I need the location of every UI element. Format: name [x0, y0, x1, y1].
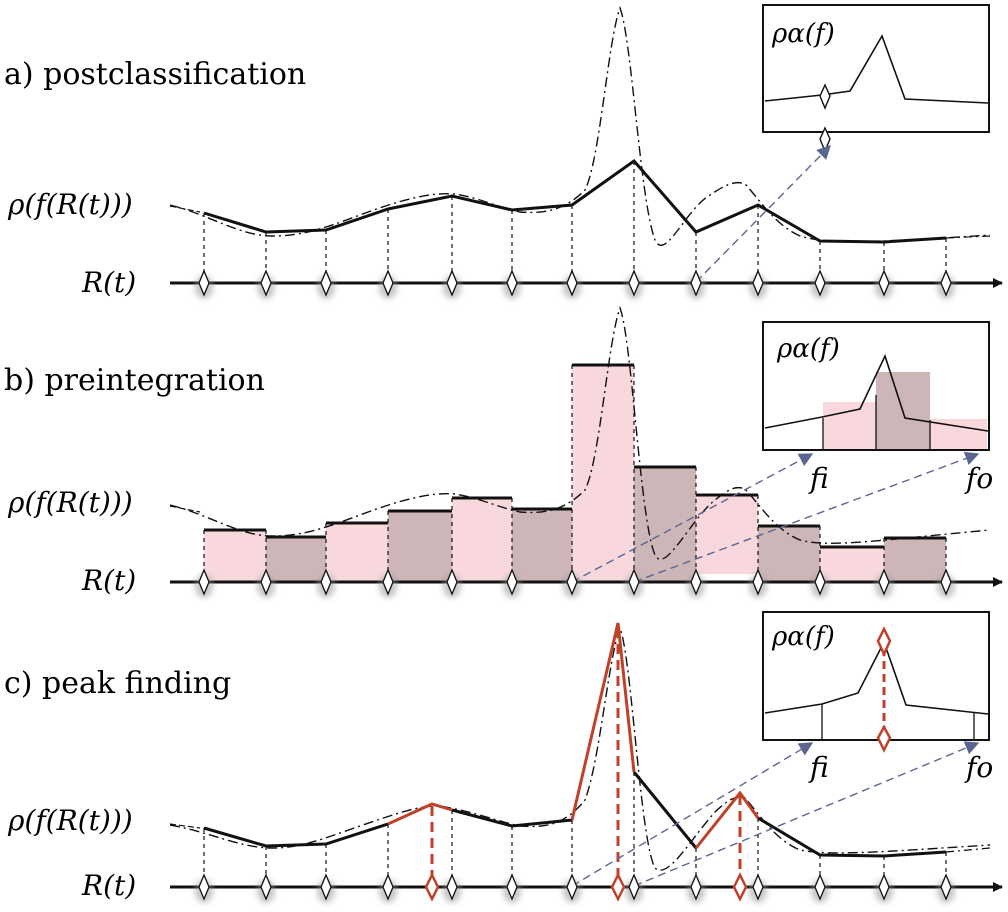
front-label: fi — [808, 751, 829, 784]
bar-tops — [204, 363, 946, 549]
inset-box: ρα(f) — [762, 321, 990, 451]
inset-title: ρα(f) — [771, 19, 835, 49]
peak-marker-icon — [876, 626, 892, 753]
lookup-arrow-back — [633, 451, 980, 583]
panel-c-label: c) peak finding — [4, 666, 231, 701]
preintegration-bars — [204, 365, 946, 581]
inset-title: ρα(f) — [771, 622, 835, 652]
ray-label: R(t) — [81, 869, 136, 902]
panel-b: b) preintegration — [4, 305, 1003, 598]
lookup-arrow-back — [633, 741, 980, 887]
ray-samples — [195, 568, 955, 598]
back-label: fo — [964, 751, 993, 784]
peak-verticals — [430, 628, 742, 880]
lookup-arrow-front — [571, 742, 814, 887]
continuous-curve — [169, 305, 991, 560]
sampled-polyline — [203, 158, 947, 244]
lookup-arrow-front — [571, 453, 814, 583]
panel-b-label: b) preintegration — [4, 363, 265, 398]
ray-samples — [195, 269, 955, 299]
inset-box: ρα(f) — [762, 611, 990, 753]
panel-a: a) postclassification ρα(f) — [4, 4, 1003, 299]
continuous-curve — [169, 625, 991, 871]
curve-label: ρ(f(R(t))) — [7, 486, 133, 519]
sample-verticals — [203, 161, 947, 282]
panel-c: c) peak finding — [4, 611, 1003, 903]
front-label: fi — [808, 462, 829, 495]
back-label: fo — [964, 462, 993, 495]
ray-samples — [195, 872, 955, 903]
continuous-curve — [169, 5, 991, 247]
peak-segments — [387, 622, 760, 849]
lookup-arrow — [695, 145, 831, 283]
inset-box: ρα(f) — [762, 4, 990, 153]
ray-label: R(t) — [81, 266, 136, 299]
ray-label: R(t) — [81, 564, 136, 597]
curve-label: ρ(f(R(t))) — [7, 188, 133, 221]
panel-a-label: a) postclassification — [4, 57, 306, 92]
sampled-polyline — [203, 822, 389, 848]
inset-title: ρα(f) — [776, 334, 840, 364]
sample-verticals — [203, 772, 947, 886]
curve-label: ρ(f(R(t))) — [7, 804, 133, 837]
